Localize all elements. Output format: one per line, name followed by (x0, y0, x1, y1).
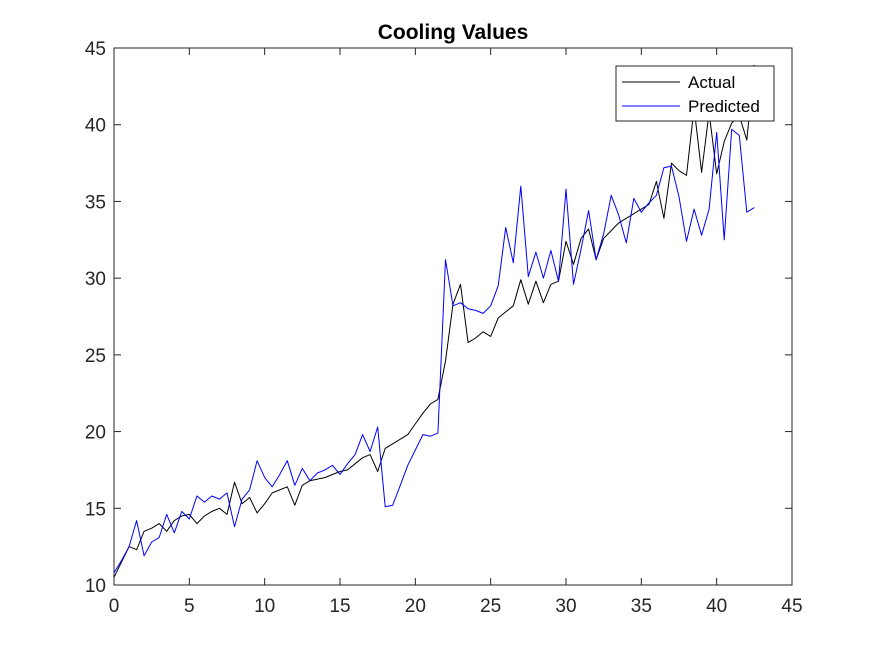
legend-label-actual: Actual (688, 73, 735, 92)
y-tick-label: 40 (85, 116, 106, 137)
x-tick-label: 15 (329, 596, 350, 617)
y-tick-label: 20 (85, 423, 106, 444)
y-tick-label: 10 (85, 576, 106, 597)
x-tick-label: 35 (631, 596, 652, 617)
y-axis: 10 15 20 25 30 35 40 45 (85, 39, 792, 597)
legend-label-predicted: Predicted (688, 97, 760, 116)
plot-area (113, 47, 793, 586)
y-tick-label: 35 (85, 192, 106, 213)
x-axis: 0 5 10 15 20 25 30 35 40 45 (109, 48, 803, 617)
x-tick-label: 45 (781, 596, 802, 617)
y-tick-label: 30 (85, 269, 106, 290)
x-tick-label: 25 (480, 596, 501, 617)
legend-box (615, 65, 775, 122)
x-tick-label: 30 (555, 596, 576, 617)
y-tick-label: 45 (85, 39, 106, 60)
y-tick-label: 25 (85, 346, 106, 367)
series-group (113, 64, 755, 578)
x-tick-label: 40 (706, 596, 727, 617)
series-line-predicted (113, 128, 755, 573)
chart-title: Cooling Values (378, 21, 529, 44)
x-tick-label: 20 (405, 596, 426, 617)
y-tick-label: 15 (85, 499, 106, 520)
x-tick-label: 10 (254, 596, 275, 617)
x-tick-label: 0 (109, 596, 120, 617)
legend: Actual Predicted (615, 65, 775, 122)
x-tick-label: 5 (184, 596, 195, 617)
